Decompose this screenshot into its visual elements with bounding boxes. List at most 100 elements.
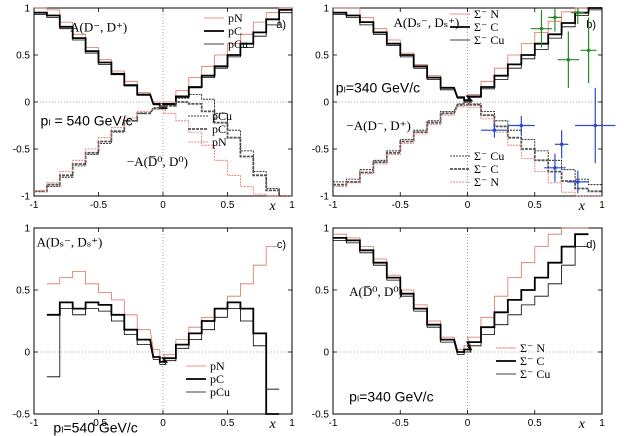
y-tick-label: 0 <box>24 98 30 109</box>
data-point <box>519 123 524 128</box>
annotation: pₗ=340 GeV/c <box>336 80 420 96</box>
x-tick-label: -0.5 <box>90 200 108 211</box>
series-b-5 <box>333 103 602 197</box>
panel-label: a) <box>276 19 286 31</box>
y-tick-label: 1 <box>24 4 30 15</box>
legend-top-label: Σ⁻ N <box>474 7 499 21</box>
legend-bottom-label: pC <box>212 122 226 136</box>
panel-b: -1 -0.5 0 0.5 1 -1 -0.5 0 0.5 1 x b) A(Dₛ⁻, Dₛ⁺) pₗ=3… <box>312 4 616 214</box>
y-tick-label: -0.5 <box>312 145 330 156</box>
legend-bottom-label: Σ⁻ C <box>474 162 498 176</box>
data-point <box>559 142 564 147</box>
panel-label: b) <box>586 19 596 31</box>
x-tick-label: -1 <box>329 418 338 429</box>
legend-top-label: Σ⁻ C <box>474 20 498 34</box>
x-tick-label: 0 <box>160 418 166 429</box>
legend-top-label: Σ⁻ Cu <box>474 33 504 47</box>
annotation: A(Dₛ⁻, Dₛ⁺) <box>394 15 460 30</box>
annotation: A(D̅⁰, D⁰) <box>349 284 403 299</box>
data-point <box>553 166 557 170</box>
data-point <box>586 48 591 53</box>
legend-bottom-label: pN <box>212 135 227 149</box>
y-tick-label: -1 <box>320 192 329 203</box>
series-d-2 <box>333 240 589 355</box>
x-tick-label: 0.5 <box>221 418 235 429</box>
series-c-1 <box>46 301 280 415</box>
x-axis-label: x <box>269 199 277 214</box>
x-tick-label: -1 <box>329 200 338 211</box>
y-tick-label: 0.5 <box>16 51 30 62</box>
y-tick-label: 0 <box>323 348 329 359</box>
panel-label: c) <box>277 239 286 251</box>
x-tick-label: 0 <box>465 418 471 429</box>
annotation: A(D⁻, D⁺) <box>70 20 127 35</box>
annotation: −A(D̅⁰, D⁰) <box>127 154 188 169</box>
legend-bottom-label: Σ⁻ Cu <box>474 149 504 163</box>
y-tick-label: 0 <box>323 98 329 109</box>
x-tick-label: 1 <box>289 418 295 429</box>
x-tick-label: -0.5 <box>90 418 108 429</box>
y-tick-label: -0.5 <box>13 410 31 421</box>
x-tick-label: 0 <box>160 200 166 211</box>
panel-a: -1 -0.5 0 0.5 1 -1 -0.5 0 0.5 1 x a) A(D⁻, D⁺) pₗ = 5… <box>13 4 295 215</box>
x-tick-label: -0.5 <box>392 418 410 429</box>
y-tick-label: 0.5 <box>16 286 30 297</box>
x-tick-label: 0 <box>465 200 471 211</box>
series-d-1 <box>333 233 589 353</box>
x-tick-label: 0.5 <box>528 418 542 429</box>
series-a-5 <box>34 109 292 197</box>
legend-top-label: pC <box>228 24 242 38</box>
y-tick-label: -1 <box>21 192 30 203</box>
y-tick-label: 0.5 <box>315 286 329 297</box>
y-tick-label: 0.5 <box>315 51 329 62</box>
data-point <box>593 123 598 128</box>
annotation: A(Dₛ⁻, Dₛ⁺) <box>37 235 103 250</box>
y-tick-label: 1 <box>24 224 30 235</box>
legend-bottom-label: pCu <box>212 109 232 123</box>
y-tick-label: -0.5 <box>13 145 31 156</box>
y-tick-label: 0 <box>24 348 30 359</box>
series-b-4 <box>333 101 602 193</box>
x-axis-label: x <box>578 417 586 432</box>
x-tick-label: -1 <box>30 200 39 211</box>
legend-bottom-label: pN <box>210 359 225 373</box>
panel-label: d) <box>586 239 596 251</box>
data-point <box>539 26 544 31</box>
x-axis-label: x <box>269 417 277 432</box>
series-a-2 <box>34 12 292 109</box>
legend-top-label: pCu <box>228 37 248 51</box>
x-tick-label: 1 <box>599 200 605 211</box>
x-tick-label: 0.5 <box>528 200 542 211</box>
x-axis-label: x <box>578 199 586 214</box>
legend-bottom-label: Σ⁻ C <box>520 354 544 368</box>
x-tick-label: 1 <box>289 200 295 211</box>
y-tick-label: 1 <box>323 224 329 235</box>
annotation: pₗ = 540 GeV/c <box>40 113 132 129</box>
annotation: pₗ=340 GeV/c <box>349 389 433 405</box>
series-a-1 <box>34 9 292 109</box>
series-b-1 <box>333 7 602 101</box>
series-c-0 <box>46 246 280 359</box>
y-tick-label: -0.5 <box>312 410 330 421</box>
series-a-3 <box>34 94 292 197</box>
series-c-2 <box>46 308 280 390</box>
data-point <box>575 180 580 184</box>
data-point <box>566 57 571 62</box>
legend-bottom-label: Σ⁻ N <box>474 175 499 189</box>
x-tick-label: 0.5 <box>221 200 235 211</box>
annotation: −A(D⁻, D⁺) <box>346 118 410 133</box>
y-tick-label: 1 <box>323 4 329 15</box>
data-point <box>575 10 580 15</box>
annotation: pₗ=540 GeV/c <box>53 420 137 436</box>
legend-bottom-label: pCu <box>210 385 230 399</box>
legend-bottom-label: pC <box>210 372 224 386</box>
legend-top-label: pN <box>228 11 243 25</box>
series-a-4 <box>34 101 292 197</box>
x-tick-label: -1 <box>30 418 39 429</box>
legend-bottom-label: Σ⁻ N <box>520 341 545 355</box>
legend-bottom-label: Σ⁻ Cu <box>520 367 550 381</box>
x-tick-label: 1 <box>599 418 605 429</box>
